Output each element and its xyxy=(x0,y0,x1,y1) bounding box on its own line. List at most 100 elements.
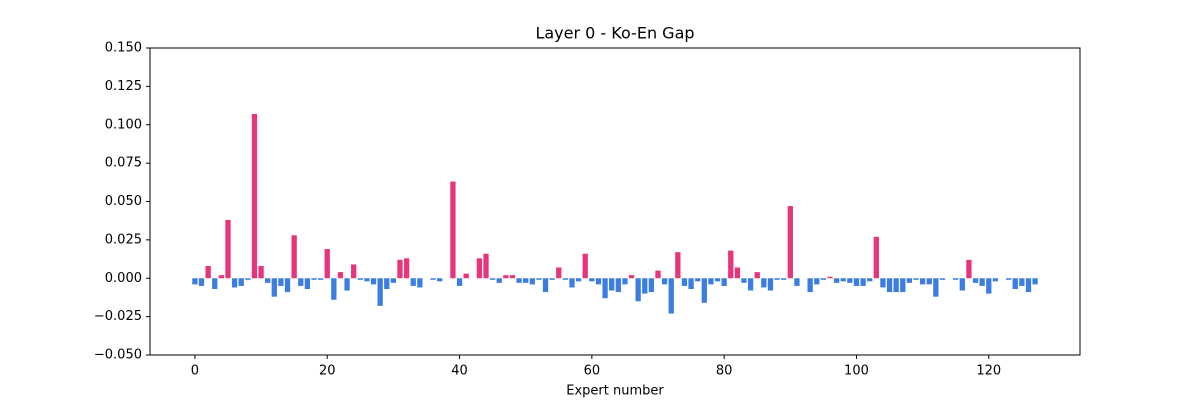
bar xyxy=(741,278,747,283)
bar xyxy=(906,278,913,283)
bar xyxy=(794,278,800,286)
bar xyxy=(602,278,608,299)
bar xyxy=(258,265,264,279)
bar xyxy=(714,278,721,282)
bar xyxy=(489,278,496,280)
bar xyxy=(827,276,833,279)
bar xyxy=(959,278,965,291)
bar xyxy=(701,278,707,303)
bar xyxy=(708,278,714,285)
bar xyxy=(284,278,291,293)
x-tick-label: 100 xyxy=(844,364,869,379)
bar xyxy=(390,278,397,283)
bar xyxy=(721,278,727,286)
bar xyxy=(781,278,787,280)
bar xyxy=(331,278,337,300)
bar xyxy=(628,275,635,279)
bar xyxy=(972,278,979,283)
bar xyxy=(430,278,436,280)
bar xyxy=(681,278,688,286)
y-tick-label: −0.025 xyxy=(94,309,142,324)
bar xyxy=(317,278,324,280)
bar xyxy=(642,278,648,294)
bar xyxy=(397,259,403,279)
bar xyxy=(833,278,840,283)
bar xyxy=(695,278,701,282)
bar xyxy=(549,278,555,280)
y-tick-label: 0.075 xyxy=(105,156,142,171)
bar xyxy=(582,253,588,279)
bar xyxy=(542,278,549,293)
bar xyxy=(1012,278,1018,289)
bar xyxy=(476,258,483,279)
bar xyxy=(410,278,416,286)
y-tick-label: 0.000 xyxy=(105,271,142,286)
bar xyxy=(1005,278,1012,280)
y-tick-label: 0.125 xyxy=(105,79,142,94)
bar xyxy=(933,278,939,297)
bar xyxy=(205,265,211,279)
x-tick-label: 60 xyxy=(584,364,601,379)
bar xyxy=(271,278,277,297)
bar xyxy=(840,278,846,282)
bar xyxy=(337,272,344,279)
bar xyxy=(192,278,198,285)
bar xyxy=(370,278,377,285)
bar xyxy=(456,278,463,286)
bar xyxy=(238,278,244,286)
bar xyxy=(351,264,357,279)
bar xyxy=(311,278,317,280)
bar xyxy=(198,278,205,286)
bar xyxy=(575,278,582,282)
bar xyxy=(900,278,906,293)
plot-frame xyxy=(149,47,1081,356)
bar xyxy=(403,258,410,279)
bar xyxy=(417,278,423,288)
bar xyxy=(384,278,390,289)
bar xyxy=(357,278,363,280)
bar xyxy=(886,278,893,293)
bar xyxy=(1025,278,1032,293)
bar xyxy=(688,278,694,289)
bar xyxy=(364,278,370,282)
bar xyxy=(615,278,621,293)
bar xyxy=(979,278,985,286)
bar xyxy=(761,278,767,288)
y-tick-label: 0.025 xyxy=(105,232,142,247)
y-tick-label: 0.100 xyxy=(105,117,142,132)
bar xyxy=(814,278,820,285)
bar xyxy=(562,278,569,280)
x-tick-label: 120 xyxy=(976,364,1001,379)
bar xyxy=(245,278,251,280)
bar xyxy=(754,272,760,279)
x-axis-label: Expert number xyxy=(566,384,664,399)
bar xyxy=(1019,278,1025,286)
bar xyxy=(734,267,741,279)
chart-title: Layer 0 - Ko-En Gap xyxy=(535,24,694,43)
bar xyxy=(324,249,330,279)
bar xyxy=(926,278,932,285)
x-tick-label: 0 xyxy=(191,364,199,379)
bar xyxy=(953,278,959,280)
bar xyxy=(523,278,529,283)
bar xyxy=(529,278,535,285)
bar xyxy=(867,278,873,282)
bar xyxy=(536,278,542,280)
bar xyxy=(509,275,516,279)
bar xyxy=(231,278,238,288)
bar xyxy=(225,219,231,279)
bar xyxy=(913,278,919,280)
bar xyxy=(966,259,972,279)
bar xyxy=(893,278,899,293)
bar xyxy=(298,278,304,286)
bar xyxy=(377,278,383,306)
bar xyxy=(278,278,284,286)
bar xyxy=(860,278,866,286)
bar xyxy=(986,278,992,294)
bar xyxy=(873,236,879,279)
bar xyxy=(661,278,668,285)
bar xyxy=(919,278,926,285)
bar xyxy=(880,278,886,288)
bar xyxy=(463,273,469,279)
bar xyxy=(648,278,655,293)
